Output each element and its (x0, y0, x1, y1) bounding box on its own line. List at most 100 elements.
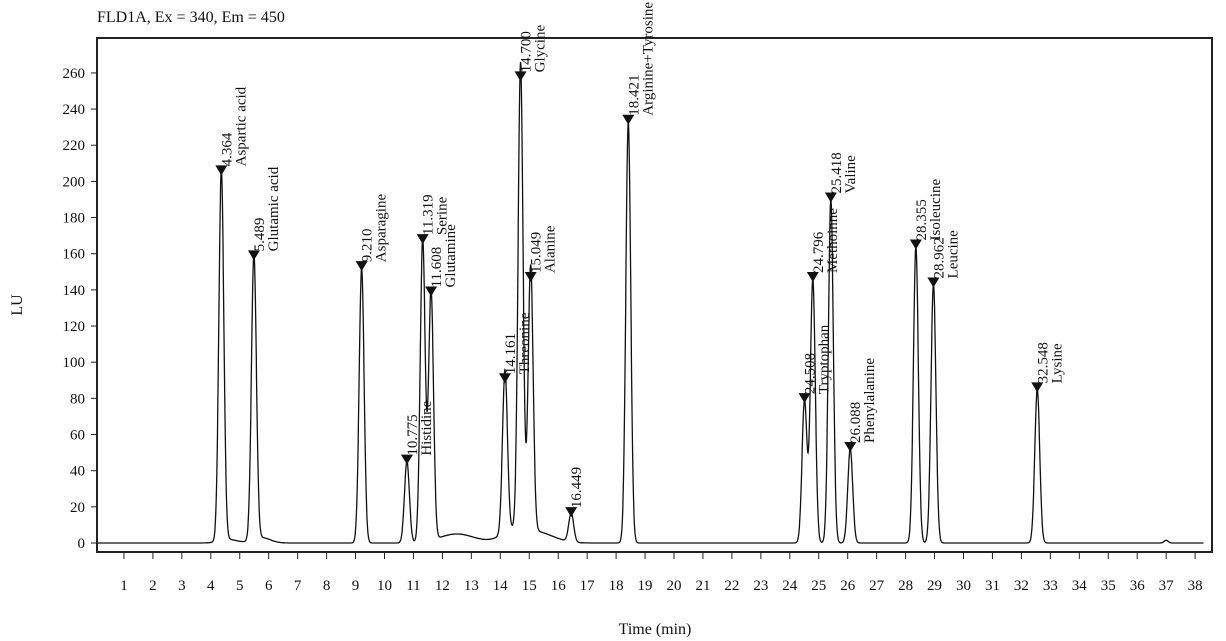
x-tick-label: 23 (753, 578, 768, 594)
y-tick-label: 40 (70, 464, 85, 480)
x-axis-label: Time (min) (619, 621, 692, 638)
peak-compound-name: Asparagine (374, 194, 390, 263)
y-axis-label: LU (9, 294, 26, 316)
peak-marker-icon (425, 286, 438, 297)
peak-retention-time: 15.049 (529, 232, 545, 273)
plot-frame (96, 37, 1213, 553)
x-tick-label: 18 (609, 578, 624, 594)
peak-marker-icon (565, 507, 578, 518)
peak-marker-icon (400, 454, 413, 465)
peak-marker-icon (824, 192, 837, 203)
y-tick-label: 120 (63, 319, 86, 335)
x-tick-label: 37 (1159, 578, 1175, 594)
peak-retention-time: 16.449 (569, 467, 585, 508)
x-tick-label: 33 (1043, 578, 1058, 594)
x-tick-label: 38 (1188, 578, 1203, 594)
y-tick-label: 240 (63, 102, 86, 118)
peak-compound-name: Tryptophan (817, 324, 833, 394)
chart-title: FLD1A, Ex = 340, Em = 450 (97, 9, 285, 26)
chromatogram-trace (97, 62, 1204, 544)
peak-compound-name: Isoleucine (928, 179, 944, 241)
peak-compound-name: Glutamine (443, 224, 459, 288)
y-tick-label: 160 (63, 247, 86, 263)
x-tick-label: 13 (464, 578, 479, 594)
peak-marker-icon (416, 234, 429, 245)
peak-retention-time: 26.088 (848, 402, 864, 443)
y-tick-label: 60 (70, 428, 85, 444)
x-tick-label: 8 (323, 578, 331, 594)
x-axis: 1 2 3 4 5 6 7 8 9 10 11 12 13 14 15 16 17 18 19 20 21 22 23 24 2… (120, 552, 1203, 594)
peak-compound-name: Methoinne (825, 208, 841, 273)
y-tick-label: 220 (63, 138, 86, 154)
peak-compound-name: Leucine (945, 230, 961, 279)
peak-retention-time: 25.418 (829, 152, 845, 193)
peak-retention-time: 32.548 (1035, 342, 1051, 383)
peak-marker-icon (498, 373, 511, 384)
x-tick-label: 32 (1014, 578, 1029, 594)
peak-marker-icon (844, 441, 857, 452)
peak-retention-time: 28.962 (931, 237, 947, 278)
peak-retention-time: 14.700 (519, 31, 535, 72)
x-tick-label: 6 (265, 578, 273, 594)
x-tick-label: 14 (493, 578, 509, 594)
peak-compound-name: Alanine (543, 225, 559, 273)
x-tick-label: 19 (638, 578, 653, 594)
peak-retention-time: 11.608 (429, 247, 445, 288)
peak-compound-name: Phenylalanine (862, 358, 878, 443)
x-tick-label: 20 (667, 578, 682, 594)
x-tick-label: 7 (294, 578, 302, 594)
y-tick-label: 80 (70, 391, 85, 407)
peak-marker-icon (806, 272, 819, 283)
x-tick-label: 17 (580, 578, 596, 594)
peak-retention-time: 14.161 (503, 333, 519, 374)
x-tick-label: 21 (695, 578, 710, 594)
y-tick-label: 180 (63, 211, 86, 227)
peak-retention-time: 18.421 (626, 74, 642, 115)
y-tick-label: 0 (78, 536, 86, 552)
peak-marker-icon (514, 71, 527, 82)
x-tick-label: 22 (724, 578, 739, 594)
peak-compound-name: Serine (435, 196, 451, 235)
x-tick-label: 15 (522, 578, 537, 594)
x-tick-label: 3 (178, 578, 186, 594)
peak-marker-icon (622, 114, 635, 125)
x-tick-label: 1 (120, 578, 128, 594)
x-tick-label: 5 (236, 578, 244, 594)
peak-marker-icon (927, 277, 940, 288)
peak-compound-name: Histidine (419, 400, 435, 455)
x-tick-label: 36 (1130, 578, 1146, 594)
x-tick-label: 9 (352, 578, 360, 594)
peak-marker-icon (355, 261, 368, 272)
x-tick-label: 24 (782, 578, 798, 594)
peak-marker-icon (524, 272, 537, 283)
peak-retention-time: 5.489 (252, 218, 268, 252)
peak-compound-name: Glycine (533, 25, 549, 73)
peak-compound-name: Lysine (1049, 343, 1065, 383)
peak-retention-time: 10.775 (405, 414, 421, 455)
peak-retention-time: 28.355 (914, 199, 930, 240)
y-tick-label: 100 (63, 355, 86, 371)
peak-retention-time: 4.364 (219, 132, 235, 166)
peak-compound-name: Aspartic acid (233, 86, 249, 166)
x-tick-label: 34 (1072, 578, 1088, 594)
peak-marker-icon (909, 239, 922, 250)
y-tick-label: 260 (63, 66, 86, 82)
x-tick-label: 16 (551, 578, 567, 594)
x-tick-label: 26 (840, 578, 856, 594)
x-tick-label: 27 (869, 578, 885, 594)
peak-compound-name: Threonine (517, 312, 533, 374)
peak-marker-icon (1031, 382, 1044, 393)
peak-retention-time: 9.210 (360, 228, 376, 262)
x-tick-label: 25 (811, 578, 826, 594)
peak-compound-name: Arginine+Tyrosine (640, 2, 656, 116)
y-axis: 0 20 40 60 80 100 120 140 160 180 200 220 240 260 (63, 66, 97, 552)
peak-retention-time: 24.796 (811, 231, 827, 273)
x-tick-label: 2 (149, 578, 157, 594)
peak-compound-name: Glutamic acid (266, 166, 282, 251)
x-tick-label: 35 (1101, 578, 1116, 594)
peak-retention-time: 24.508 (803, 353, 819, 394)
x-tick-label: 10 (377, 578, 392, 594)
x-tick-label: 31 (985, 578, 1000, 594)
